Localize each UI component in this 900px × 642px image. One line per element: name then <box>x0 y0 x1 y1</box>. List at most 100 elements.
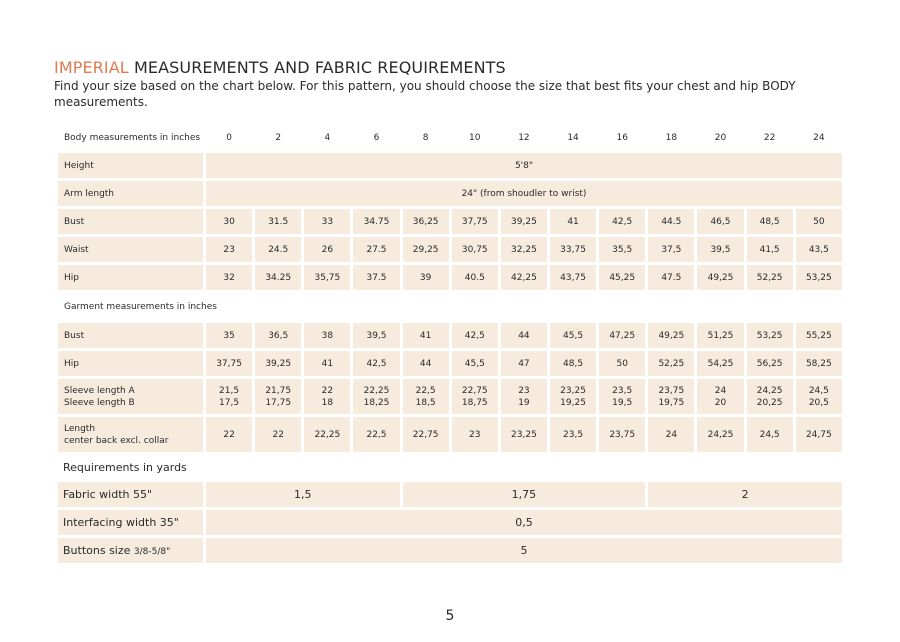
value-cell: 55,25 <box>795 323 842 348</box>
value-cell: 35,75 <box>304 265 351 290</box>
value-cell: 41 <box>549 209 597 234</box>
garment-hip-row: Hip 37,75 39,25 41 42,5 44 45,5 47 48,5 50 52,25 54… <box>58 351 842 376</box>
size-header: 6 <box>373 132 380 143</box>
value-cell: 43,5 <box>795 237 842 262</box>
value-cell: 58,25 <box>795 351 842 376</box>
value-cell: 36,25 <box>402 209 449 234</box>
size-header: 24 <box>813 132 825 143</box>
value-cell: 45,5 <box>549 323 597 348</box>
length-row: Length center back excl. collar 22 22 22,25… <box>58 417 842 452</box>
height-row: Height 5'8" <box>58 153 842 178</box>
length-value-cell: 22,25 <box>304 417 351 452</box>
bust-row: Bust 30 31.5 33 34.75 36,25 37,75 39,25 41 42,5 44… <box>58 209 842 234</box>
waist-row: Waist 23 24.5 26 27.5 29,25 30,75 32,25 33,75 35,… <box>58 237 842 262</box>
row-label: Bust <box>58 209 203 234</box>
value-cell: 33 <box>304 209 351 234</box>
size-header: 0 <box>226 132 232 143</box>
length-value-cell: 22 <box>206 417 253 452</box>
sleeve-value-cell: 23,5 19,5 <box>599 379 646 414</box>
sleeve-value-cell: 23,75 19,75 <box>648 379 695 414</box>
fabric-value-medium: 1,75 <box>402 482 646 507</box>
value-cell: 24.5 <box>255 237 302 262</box>
page-title: IMPERIAL MEASUREMENTS AND FABRIC REQUIRE… <box>54 58 854 78</box>
value-cell: 37,75 <box>206 351 253 376</box>
value-cell: 34.75 <box>353 209 400 234</box>
value-cell: 35,5 <box>599 237 646 262</box>
value-cell: 47 <box>500 351 547 376</box>
requirements-header: Requirements in yards <box>63 460 187 474</box>
value-cell: 29,25 <box>402 237 449 262</box>
value-cell: 42,5 <box>451 323 498 348</box>
value-cell: 39,25 <box>255 351 302 376</box>
value-cell: 38 <box>304 323 351 348</box>
length-value-cell: 22,75 <box>402 417 449 452</box>
value-cell: 53,25 <box>746 323 793 348</box>
buttons-row: Buttons size 3/8-5/8" 5 <box>58 538 842 563</box>
value-cell: 36,5 <box>255 323 302 348</box>
value-cell: 32 <box>206 265 253 290</box>
value-cell: 47.5 <box>648 265 695 290</box>
length-value-cell: 24 <box>648 417 695 452</box>
row-label: Waist <box>58 237 203 262</box>
body-measurements-header: Body measurements in inches <box>64 132 201 143</box>
arm-length-value: 24" (from shoudler to wrist) <box>206 181 842 206</box>
length-value-cell: 23,75 <box>599 417 646 452</box>
sleeve-row: Sleeve length A Sleeve length B 21,5 17,5 2… <box>58 379 842 414</box>
size-header: 16 <box>616 132 628 143</box>
row-label: Arm length <box>58 181 203 206</box>
value-cell: 23 <box>206 237 253 262</box>
arm-length-row: Arm length 24" (from shoudler to wrist) <box>58 181 842 206</box>
row-label: Buttons size 3/8-5/8" <box>58 538 203 563</box>
value-cell: 41,5 <box>746 237 793 262</box>
title-rest: MEASUREMENTS AND FABRIC REQUIREMENTS <box>128 58 506 77</box>
length-value-cell: 24,25 <box>697 417 744 452</box>
value-cell: 48,5 <box>746 209 793 234</box>
sleeve-value-cell: 22,5 18,5 <box>402 379 449 414</box>
value-cell: 39,5 <box>697 237 744 262</box>
value-cell: 50 <box>795 209 842 234</box>
size-header: 14 <box>567 132 579 143</box>
sleeve-value-cell: 24,25 20,25 <box>746 379 793 414</box>
length-value-cell: 22,5 <box>353 417 400 452</box>
size-header: 4 <box>324 132 331 143</box>
value-cell: 44.5 <box>648 209 695 234</box>
value-cell: 53,25 <box>795 265 842 290</box>
row-label: Sleeve length A Sleeve length B <box>58 379 203 414</box>
page-number: 5 <box>445 608 455 624</box>
length-value-cell: 24,5 <box>746 417 793 452</box>
sleeve-value-cell: 23,25 19,25 <box>549 379 597 414</box>
row-label: Fabric width 55" <box>58 482 203 507</box>
value-cell: 45,5 <box>451 351 498 376</box>
value-cell: 42,5 <box>599 209 646 234</box>
value-cell: 50 <box>599 351 646 376</box>
value-cell: 39 <box>402 265 449 290</box>
value-cell: 39,25 <box>500 209 547 234</box>
sleeve-value-cell: 23 19 <box>500 379 547 414</box>
value-cell: 27.5 <box>353 237 400 262</box>
value-cell: 37.5 <box>353 265 400 290</box>
requirements-header-row: Requirements in yards <box>58 455 842 479</box>
value-cell: 33,75 <box>549 237 597 262</box>
value-cell: 45,25 <box>599 265 646 290</box>
value-cell: 37,5 <box>648 237 695 262</box>
sleeve-value-cell: 21,75 17,75 <box>255 379 302 414</box>
page-heading: IMPERIAL MEASUREMENTS AND FABRIC REQUIRE… <box>54 58 854 110</box>
value-cell: 51,25 <box>697 323 744 348</box>
size-header: 18 <box>665 132 678 143</box>
value-cell: 41 <box>304 351 351 376</box>
value-cell: 48,5 <box>549 351 597 376</box>
row-label: Height <box>58 153 203 178</box>
value-cell: 44 <box>402 351 449 376</box>
value-cell: 42,25 <box>500 265 547 290</box>
title-accent: IMPERIAL <box>54 58 129 77</box>
fabric-row: Fabric width 55" 1,5 1,75 2 <box>58 482 842 507</box>
size-header: 22 <box>763 132 776 143</box>
value-cell: 26 <box>304 237 351 262</box>
size-header: 8 <box>422 132 429 143</box>
size-header: 20 <box>714 132 727 143</box>
value-cell: 40.5 <box>451 265 498 290</box>
value-cell: 49,25 <box>697 265 744 290</box>
sleeve-value-cell: 24 20 <box>697 379 744 414</box>
size-header: 10 <box>469 132 481 143</box>
value-cell: 42,5 <box>353 351 400 376</box>
